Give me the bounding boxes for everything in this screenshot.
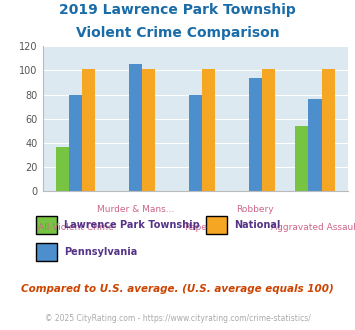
Bar [189,95,202,191]
Bar [56,147,69,191]
Text: Robbery: Robbery [236,205,274,214]
Text: Violent Crime Comparison: Violent Crime Comparison [76,26,279,40]
Text: All Violent Crime: All Violent Crime [38,223,113,232]
Text: © 2025 CityRating.com - https://www.cityrating.com/crime-statistics/: © 2025 CityRating.com - https://www.city… [45,314,310,323]
Bar [69,95,82,191]
Bar [129,64,142,191]
Bar [248,78,262,191]
Text: 2019 Lawrence Park Township: 2019 Lawrence Park Township [59,3,296,17]
Text: Murder & Mans...: Murder & Mans... [97,205,174,214]
Text: Aggravated Assault: Aggravated Assault [271,223,355,232]
Bar [322,69,335,191]
Bar [262,69,275,191]
Text: Rape: Rape [184,223,207,232]
Bar [308,99,322,191]
Bar [202,69,215,191]
Bar [142,69,155,191]
Text: Pennsylvania: Pennsylvania [64,247,137,257]
Text: Compared to U.S. average. (U.S. average equals 100): Compared to U.S. average. (U.S. average … [21,284,334,294]
Bar [295,126,308,191]
Text: National: National [234,220,281,230]
Text: Lawrence Park Township: Lawrence Park Township [64,220,200,230]
Bar [82,69,95,191]
